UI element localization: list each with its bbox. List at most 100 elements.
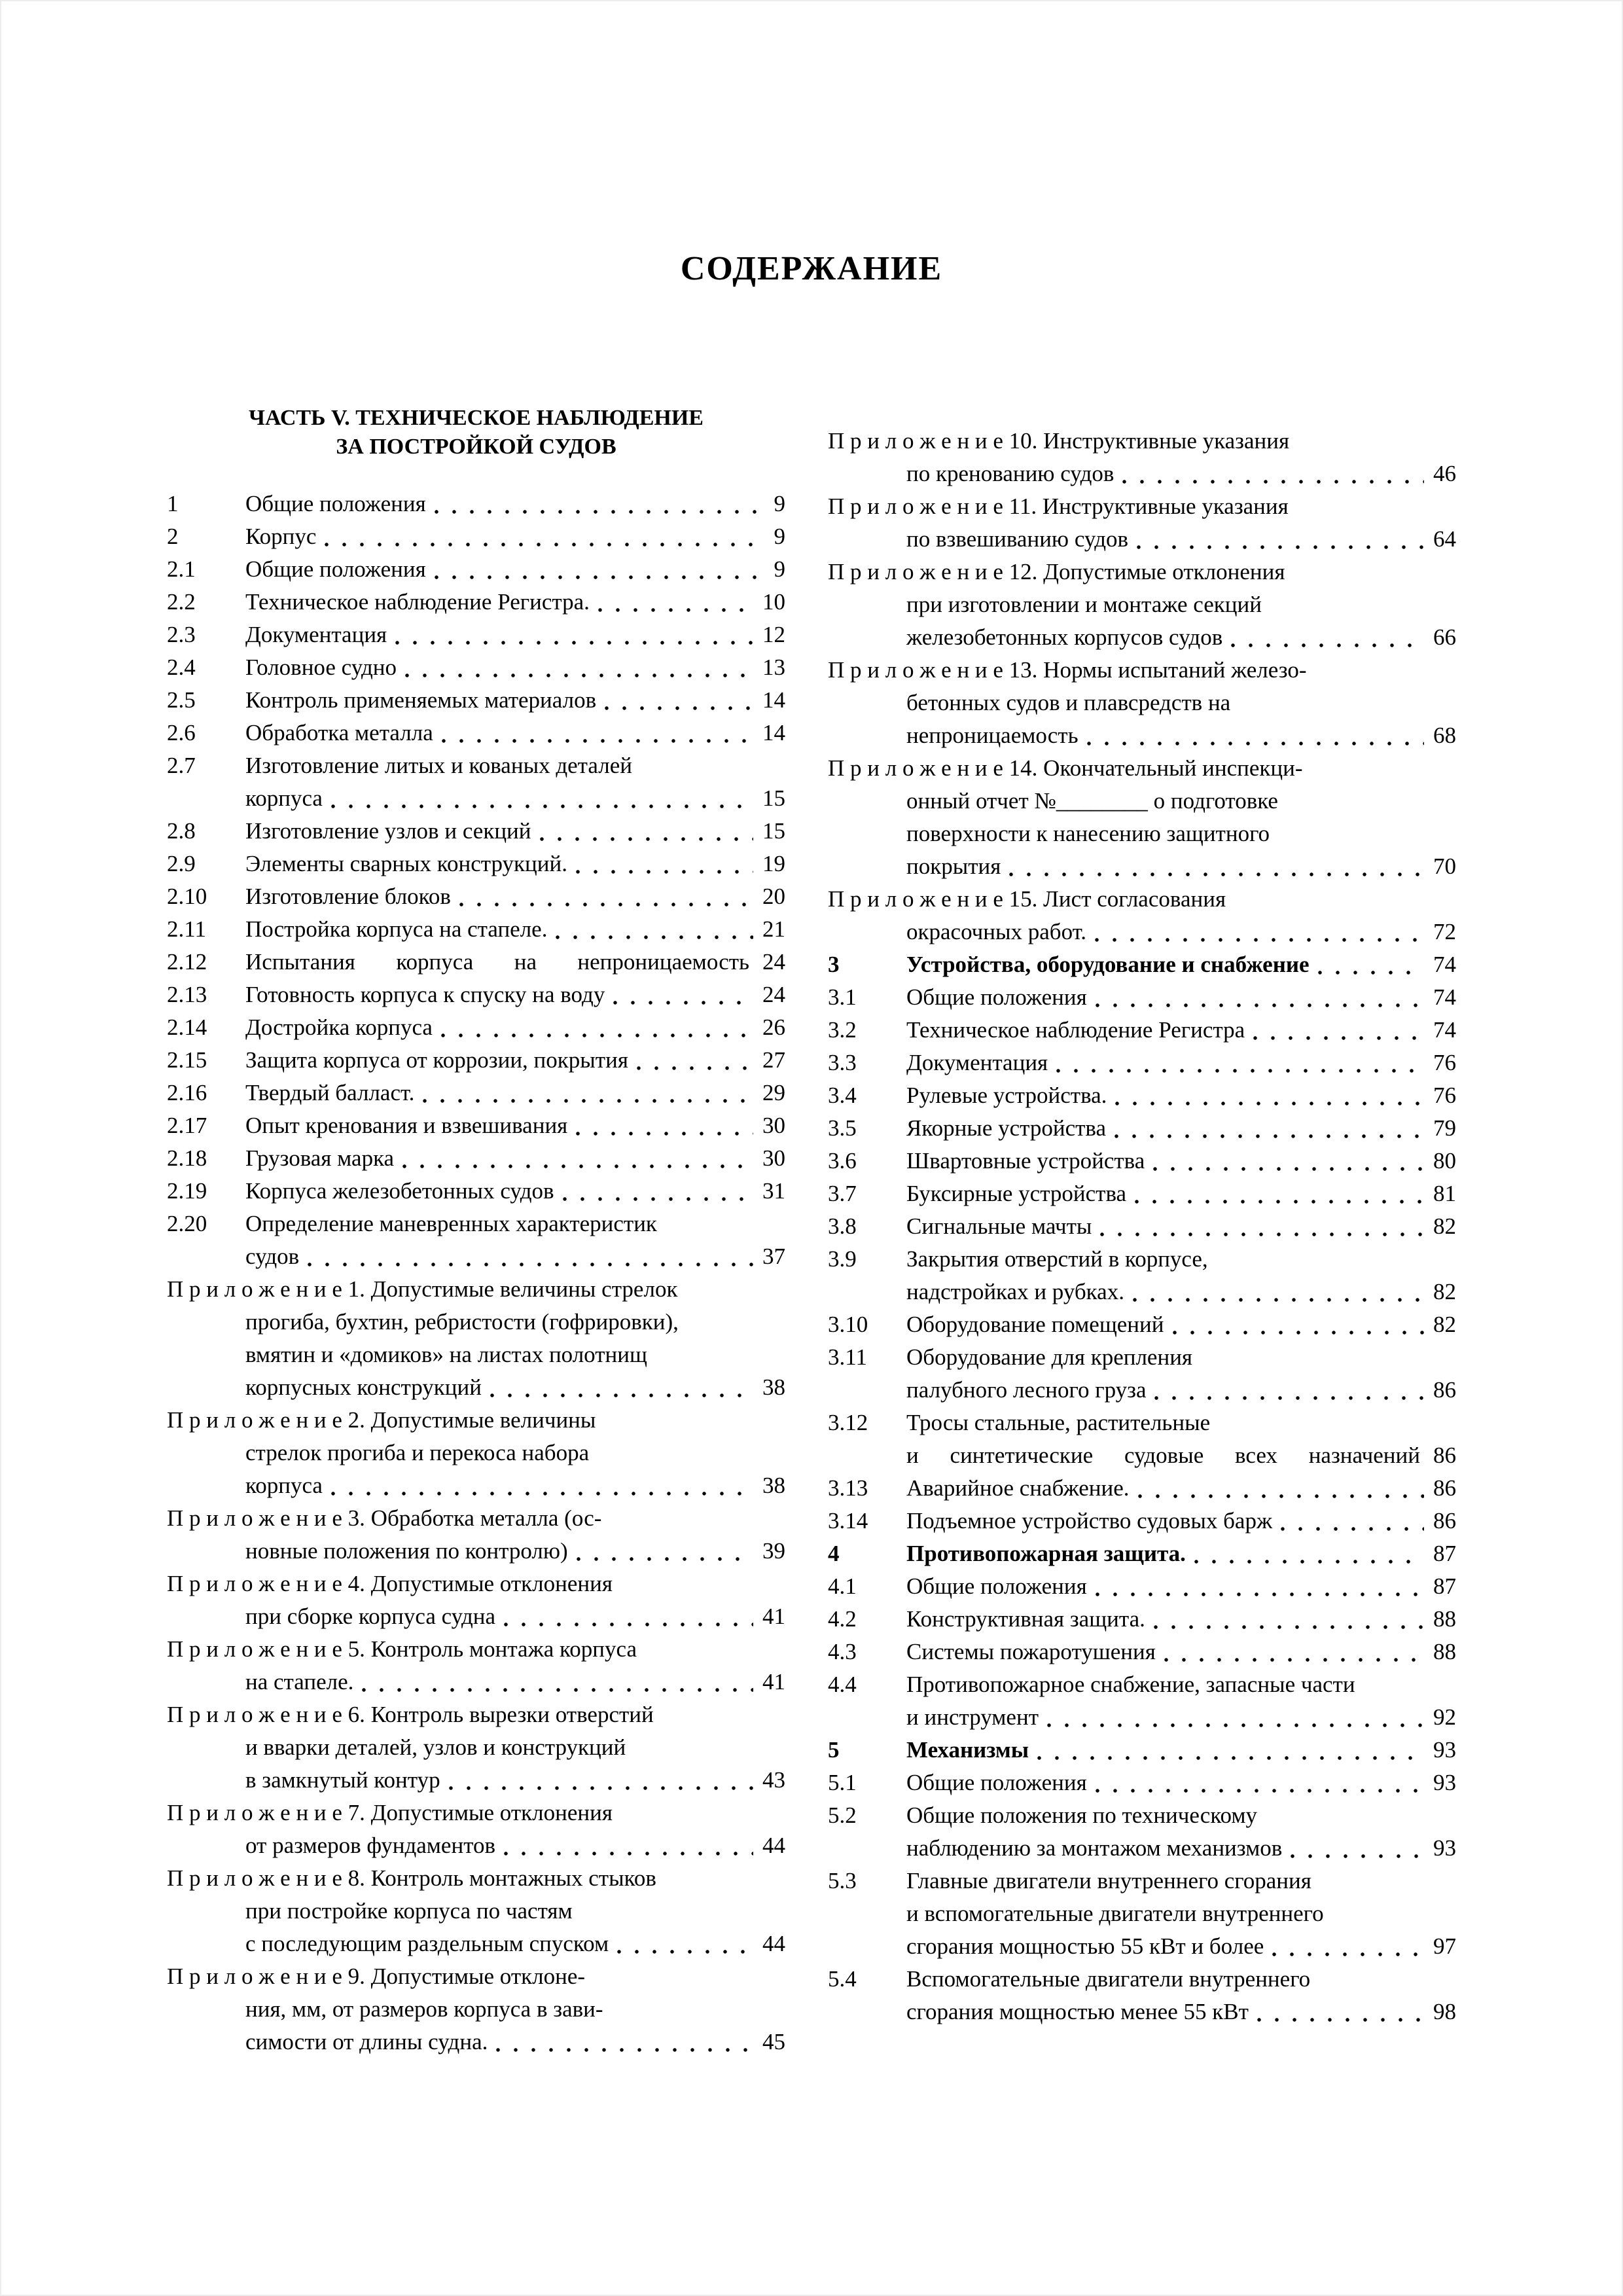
toc-entry-number: 2 bbox=[167, 524, 179, 549]
toc-entry-number: 4 bbox=[828, 1541, 840, 1566]
toc-entry-text: П р и л о ж е н и е 10. Инструктивные ук… bbox=[828, 428, 1290, 454]
toc-entry-line: при сборке корпуса судна 41 bbox=[167, 1600, 785, 1633]
toc-entry-text: при сборке корпуса судна bbox=[245, 1604, 496, 1629]
toc-entry-line: корпуса 15 bbox=[167, 782, 785, 815]
toc-entry-line: по кренованию судов 46 bbox=[828, 457, 1456, 490]
toc-entry-number: 2.19 bbox=[167, 1178, 207, 1204]
toc-entry: 4.2 Конструктивная защита. 88 bbox=[828, 1603, 1456, 1636]
toc-entry-number: 3.1 bbox=[828, 984, 857, 1010]
toc-entry-text: П р и л о ж е н и е 14. Окончательный ин… bbox=[828, 755, 1303, 781]
toc-entry-line: 3.5 Якорные устройства 79 bbox=[828, 1112, 1456, 1145]
page-title: СОДЕРЖАНИЕ bbox=[680, 250, 943, 287]
toc-entry-number: 5.4 bbox=[828, 1966, 857, 1992]
toc-entry-line: от размеров фундаментов 44 bbox=[167, 1829, 785, 1862]
toc-entry-page: 9 bbox=[774, 491, 786, 516]
toc-entry-page: 76 bbox=[1433, 1050, 1456, 1075]
toc-entry-line: корпуса 38 bbox=[167, 1469, 785, 1502]
toc-entry: 3.1 Общие положения 74 bbox=[828, 981, 1456, 1014]
toc-entry-number: 2.3 bbox=[167, 622, 196, 647]
toc-entry: П р и л о ж е н и е 6. Контроль вырезки … bbox=[167, 1698, 785, 1797]
toc-entry-page: 82 bbox=[1433, 1312, 1456, 1337]
toc-entry: 2.8 Изготовление узлов и секций 15 bbox=[167, 815, 785, 848]
toc-entry-text: Готовность корпуса к спуску на воду bbox=[245, 982, 605, 1007]
toc-entry-line: с последующим раздельным спуском 44 bbox=[167, 1928, 785, 1960]
dot-leader bbox=[405, 673, 753, 677]
toc-entry-text: и вспомогательные двигатели внутреннего bbox=[906, 1901, 1324, 1926]
toc-entry-text: и инструмент bbox=[906, 1704, 1039, 1730]
toc-entry-page: 39 bbox=[762, 1538, 785, 1564]
toc-entry: 2.7 Изготовление литых и кованых деталей к… bbox=[167, 749, 785, 815]
toc-entry-text: Оборудование для крепления bbox=[906, 1344, 1193, 1370]
toc-entry: 3.13 Аварийное снабжение. 86 bbox=[828, 1472, 1456, 1505]
dot-leader bbox=[395, 641, 753, 645]
toc-entry-text: корпусных конструкций bbox=[245, 1374, 482, 1400]
toc-entry: П р и л о ж е н и е 3. Обработка металла… bbox=[167, 1502, 785, 1568]
toc-entry-text: прогиба, бухтин, ребристости (гофрировки… bbox=[245, 1309, 679, 1335]
toc-entry: 5.1 Общие положения 93 bbox=[828, 1767, 1456, 1799]
toc-entry-line: 3.2 Техническое наблюдение Регистра 74 bbox=[828, 1014, 1456, 1047]
toc-entry-number: 2.17 bbox=[167, 1113, 207, 1138]
toc-entry-text: Общие положения bbox=[906, 1573, 1087, 1599]
toc-entry-text: покрытия bbox=[906, 853, 1001, 879]
toc-entry-text: при изготовлении и монтаже секций bbox=[906, 592, 1262, 617]
toc-entry-line: 3.13 Аварийное снабжение. 86 bbox=[828, 1472, 1456, 1505]
toc-entry-line: и вварки деталей, узлов и конструкций bbox=[167, 1731, 785, 1764]
toc-entry-text: судов bbox=[245, 1244, 300, 1269]
toc-entry: 5.4 Вспомогательные двигатели внутреннего… bbox=[828, 1963, 1456, 2028]
dot-leader bbox=[576, 1557, 753, 1561]
toc-entry-line: стрелок прогиба и перекоса набора bbox=[167, 1437, 785, 1469]
dot-leader bbox=[1137, 545, 1424, 549]
toc-entry-line: 1 Общие положения 9 bbox=[167, 488, 785, 520]
toc-entry-text: Якорные устройства bbox=[906, 1115, 1107, 1141]
toc-entry-text: вмятин и «домиков» на листах полотнищ bbox=[245, 1342, 647, 1367]
dot-leader bbox=[1154, 1396, 1424, 1400]
toc-entry-line: П р и л о ж е н и е 2. Допустимые величи… bbox=[167, 1404, 785, 1437]
toc-entry-number: 5.3 bbox=[828, 1868, 857, 1893]
toc-entry-line: 2.17 Опыт кренования и взвешивания 30 bbox=[167, 1109, 785, 1142]
toc-entry-line: 2.3 Документация 12 bbox=[167, 619, 785, 651]
toc-entry-text: надстройках и рубках. bbox=[906, 1279, 1124, 1304]
toc-entry: 3.5 Якорные устройства 79 bbox=[828, 1112, 1456, 1145]
toc-entry: П р и л о ж е н и е 7. Допустимые отклон… bbox=[167, 1797, 785, 1862]
toc-entry-line: на стапеле. 41 bbox=[167, 1666, 785, 1698]
toc-entry: 3.8 Сигнальные мачты 82 bbox=[828, 1210, 1456, 1243]
toc-entry-line: 5.3 Главные двигатели внутреннего сгорани… bbox=[828, 1865, 1456, 1897]
toc-entry-line: 2.9 Элементы сварных конструкций. 19 bbox=[167, 848, 785, 880]
toc-entry-text: П р и л о ж е н и е 8. Контроль монтажны… bbox=[167, 1865, 656, 1891]
dot-leader bbox=[1095, 1592, 1424, 1596]
toc-entry-line: 5.4 Вспомогательные двигатели внутреннего bbox=[828, 1963, 1456, 1996]
toc-entry-text: стрелок прогиба и перекоса набора bbox=[245, 1440, 590, 1465]
toc-entry-text: Изготовление литых и кованых деталей bbox=[245, 753, 632, 778]
toc-entry-text: поверхности к нанесению защитного bbox=[906, 821, 1270, 846]
toc-entry-line: 2.20 Определение маневренных характеристи… bbox=[167, 1208, 785, 1240]
toc-entry: 3.2 Техническое наблюдение Регистра 74 bbox=[828, 1014, 1456, 1047]
toc-entry-number: 2.14 bbox=[167, 1014, 207, 1040]
toc-entry-number: 2.9 bbox=[167, 851, 196, 876]
dot-leader bbox=[1153, 1167, 1424, 1171]
toc-entry-line: П р и л о ж е н и е 7. Допустимые отклон… bbox=[167, 1797, 785, 1829]
dot-leader bbox=[1095, 1003, 1424, 1007]
toc-entry-page: 41 bbox=[762, 1669, 785, 1695]
toc-entry-line: П р и л о ж е н и е 8. Контроль монтажны… bbox=[167, 1862, 785, 1895]
toc-entry: 3.9 Закрытия отверстий в корпусе, надстрой… bbox=[828, 1243, 1456, 1308]
dot-leader bbox=[330, 804, 753, 808]
toc-entry-number: 2.7 bbox=[167, 753, 196, 778]
toc-entry-number: 3.6 bbox=[828, 1148, 857, 1174]
toc-entry-text: П р и л о ж е н и е 9. Допустимые отклон… bbox=[167, 1964, 586, 1989]
toc-entry-text: Твердый балласт. bbox=[245, 1080, 415, 1105]
toc-entry-text: ния, мм, от размеров корпуса в зави- bbox=[245, 1996, 603, 2022]
toc-entry-line: покрытия 70 bbox=[828, 850, 1456, 883]
dot-leader bbox=[402, 1164, 753, 1168]
dot-leader bbox=[1164, 1658, 1424, 1662]
dot-leader bbox=[1037, 1756, 1424, 1760]
toc-entry-number: 3.2 bbox=[828, 1017, 857, 1043]
dot-leader bbox=[448, 1786, 753, 1790]
dot-leader bbox=[613, 1001, 753, 1005]
dot-leader bbox=[1009, 872, 1424, 876]
toc-entry-number: 4.4 bbox=[828, 1672, 857, 1697]
toc-entry-text: Общие положения bbox=[245, 556, 426, 582]
toc-entry: 2.18 Грузовая марка 30 bbox=[167, 1142, 785, 1175]
dot-leader bbox=[1115, 1102, 1424, 1105]
toc-right-entries: П р и л о ж е н и е 10. Инструктивные ук… bbox=[828, 425, 1456, 2028]
toc-entry-page: 88 bbox=[1433, 1606, 1456, 1632]
